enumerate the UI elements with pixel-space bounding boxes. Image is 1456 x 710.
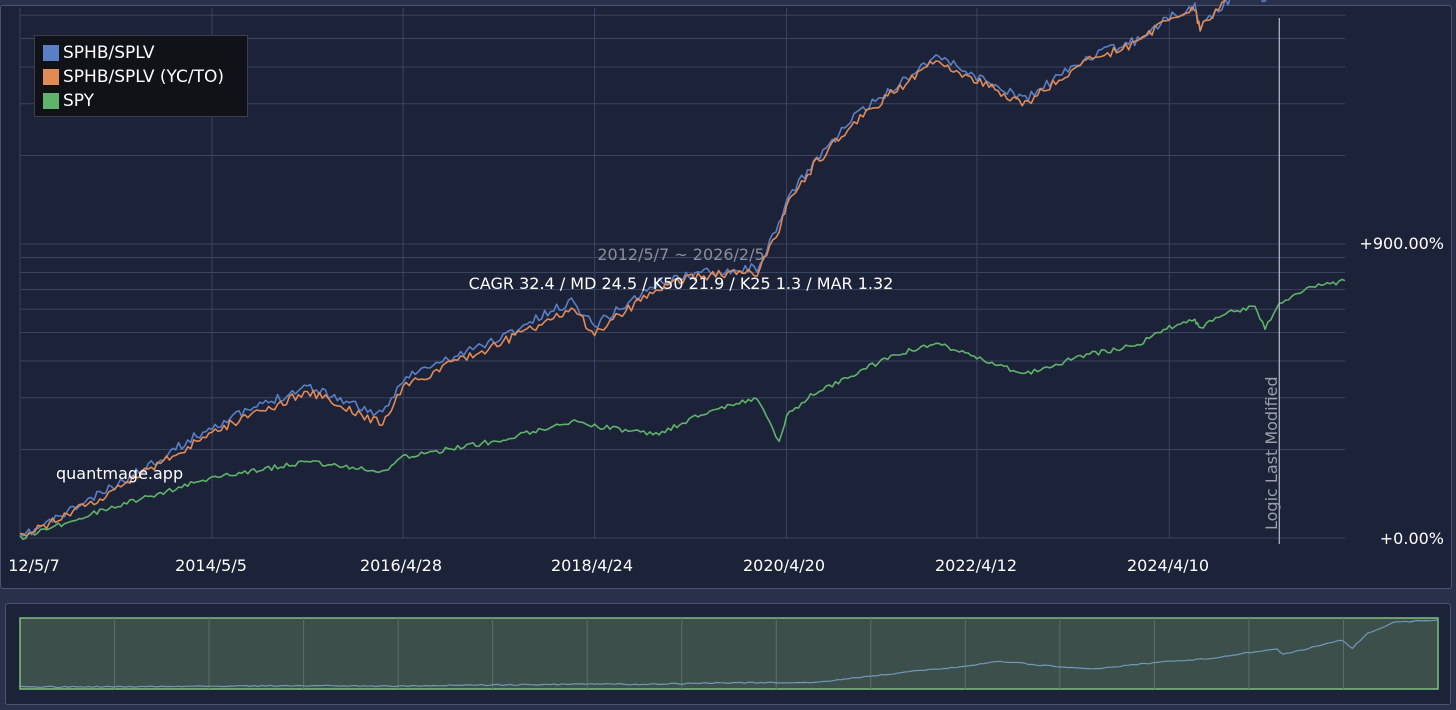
x-tick-label: 2022/4/12 bbox=[934, 556, 1018, 575]
series-line-0[interactable] bbox=[19, 0, 1345, 537]
stats-annotation: CAGR 32.4 / MD 24.5 / K50 21.9 / K25 1.3… bbox=[468, 274, 894, 293]
navigator-series-line bbox=[19, 619, 1439, 689]
legend: SPHB/SPLV SPHB/SPLV (YC/TO) SPY bbox=[34, 35, 248, 117]
x-tick-label: 2020/4/20 bbox=[742, 556, 826, 575]
legend-swatch bbox=[43, 45, 59, 61]
watermark: quantmage.app bbox=[56, 464, 184, 483]
legend-swatch bbox=[43, 69, 59, 85]
logic-modified-label: Logic Last Modified bbox=[1262, 376, 1281, 530]
legend-item[interactable]: SPY bbox=[43, 90, 94, 112]
y-tick-label: +900.00% bbox=[1359, 234, 1444, 253]
date-range-annotation: 2012/5/7 ~ 2026/2/5 bbox=[597, 245, 765, 264]
navigator-selection[interactable] bbox=[19, 617, 1439, 690]
x-tick-label: 2016/4/28 bbox=[359, 556, 443, 575]
x-tick-label: 12/5/7 bbox=[8, 556, 60, 575]
y-tick-label: +0.00% bbox=[1379, 529, 1444, 548]
legend-label: SPY bbox=[63, 91, 95, 111]
legend-label: SPHB/SPLV (YC/TO) bbox=[63, 67, 224, 87]
x-tick-label: 2018/4/24 bbox=[550, 556, 634, 575]
series-line-2[interactable] bbox=[19, 278, 1346, 541]
x-tick-label: 2014/5/5 bbox=[175, 556, 247, 575]
x-tick-label: 2024/4/10 bbox=[1126, 556, 1210, 575]
legend-item[interactable]: SPHB/SPLV (YC/TO) bbox=[43, 66, 224, 88]
legend-item[interactable]: SPHB/SPLV bbox=[43, 42, 155, 64]
series-line-1[interactable] bbox=[19, 0, 1345, 537]
legend-label: SPHB/SPLV bbox=[63, 43, 155, 63]
legend-swatch bbox=[43, 93, 59, 109]
